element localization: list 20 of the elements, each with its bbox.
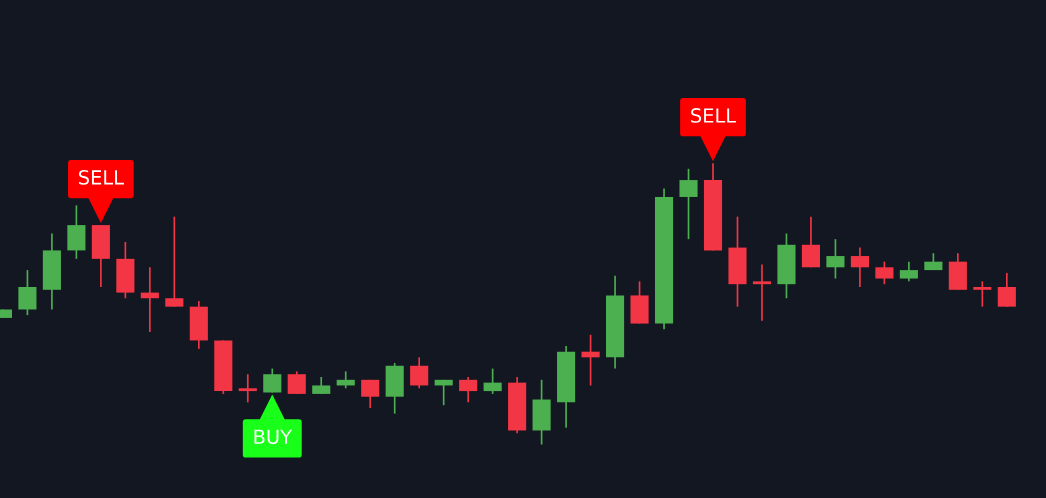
annotation: BUY <box>254 429 293 445</box>
candlestick <box>875 260 894 286</box>
candlestick <box>679 167 698 240</box>
candlestick <box>850 246 869 288</box>
candlestick <box>238 373 257 404</box>
candlestick <box>973 280 992 308</box>
candlestick <box>410 356 429 390</box>
candlestick <box>361 378 380 409</box>
candlestick <box>997 272 1016 308</box>
candlestick <box>287 370 306 395</box>
candlestick <box>459 376 478 404</box>
candlestick <box>826 238 845 280</box>
annotation: SELL <box>691 108 737 123</box>
candlestick <box>899 260 918 283</box>
candlestick <box>483 367 502 395</box>
candlestick <box>752 263 772 322</box>
candlestick <box>801 215 820 269</box>
annotation: SELL <box>79 170 124 185</box>
candlestick <box>165 215 184 308</box>
candlestick <box>18 269 37 316</box>
